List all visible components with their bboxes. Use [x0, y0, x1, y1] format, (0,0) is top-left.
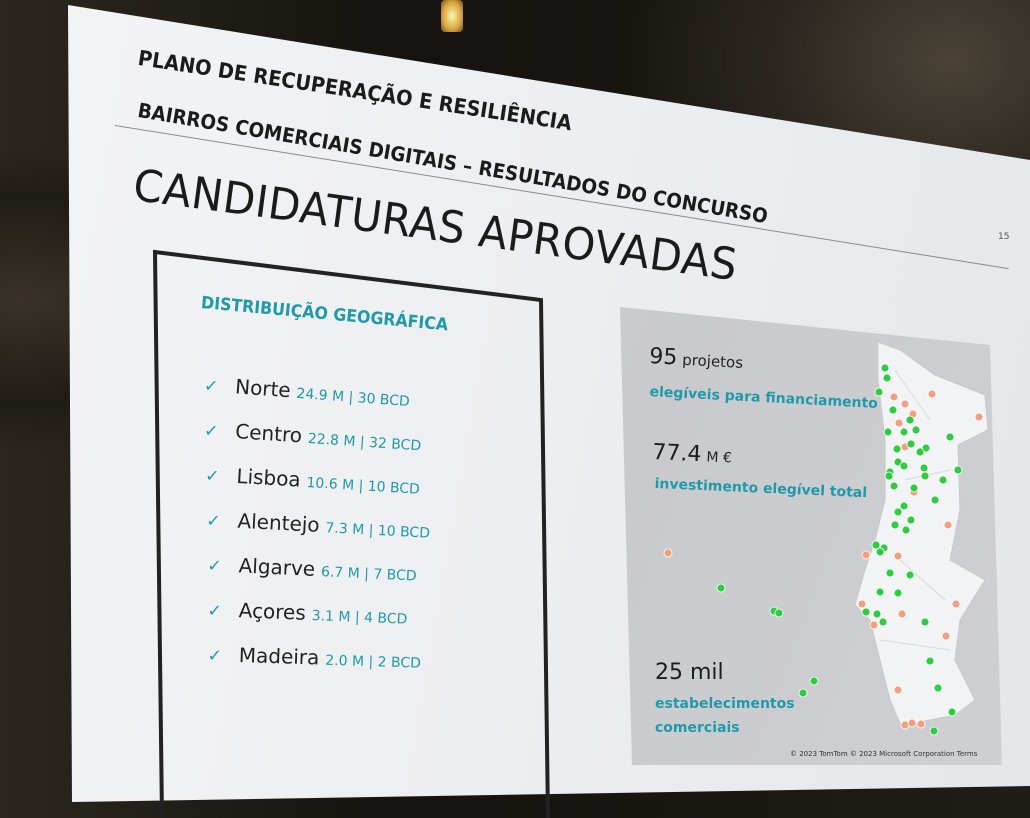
map-marker-green — [930, 495, 940, 505]
map-marker-green — [884, 471, 894, 481]
map-marker-orange — [894, 418, 904, 428]
map-marker-orange — [951, 599, 961, 609]
map-marker-orange — [907, 718, 917, 728]
map-marker-green — [861, 607, 871, 617]
establishments-number: 25 mil — [655, 660, 724, 685]
map-marker-green — [880, 363, 890, 373]
map-marker-green — [929, 726, 939, 736]
map-marker-green — [905, 415, 915, 425]
map-marker-green — [878, 617, 888, 627]
map-marker-green — [893, 588, 903, 598]
map-marker-orange — [889, 392, 899, 402]
map-marker-orange — [893, 685, 903, 695]
map-marker-orange — [941, 631, 951, 641]
map-marker-green — [901, 525, 911, 535]
ceiling-lamp — [441, 0, 463, 32]
map-marker-green — [906, 515, 916, 525]
investment-stat: 77.4 M € — [652, 440, 733, 468]
map-marker-green — [899, 501, 909, 511]
map-marker-orange — [916, 719, 926, 729]
map-marker-orange — [974, 412, 984, 422]
map-marker-orange — [900, 399, 910, 409]
page-number: 15 — [998, 232, 1010, 242]
map-marker-green — [871, 540, 881, 550]
map-marker-green — [909, 483, 919, 493]
map-marker-orange — [663, 548, 673, 558]
map-marker-green — [883, 427, 893, 437]
map-marker-green — [920, 471, 930, 481]
map-marker-green — [875, 587, 885, 597]
establishments-label-1: estabelecimentos — [655, 696, 795, 712]
map-marker-green — [809, 676, 819, 686]
map-marker-orange — [857, 599, 867, 609]
map-marker-green — [925, 656, 935, 666]
map-marker-green — [798, 688, 808, 698]
map-marker-green — [915, 447, 925, 457]
map-marker-green — [920, 617, 930, 627]
map-marker-green — [947, 707, 957, 717]
map-marker-green — [945, 432, 955, 442]
map-marker-green — [933, 683, 943, 693]
map-marker-orange — [893, 551, 903, 561]
map-marker-orange — [869, 620, 879, 630]
map-marker-green — [882, 373, 892, 383]
map-marker-green — [893, 457, 903, 467]
map-marker-green — [899, 427, 909, 437]
map-marker-green — [893, 507, 903, 517]
map-marker-green — [919, 463, 929, 473]
map-marker-orange — [943, 520, 953, 530]
map-marker-green — [906, 439, 916, 449]
map-marker-orange — [927, 389, 937, 399]
map-marker-green — [716, 583, 726, 593]
map-marker-green — [874, 387, 884, 397]
map-marker-green — [885, 568, 895, 578]
map-marker-green — [890, 520, 900, 530]
map-marker-green — [953, 465, 963, 475]
map-marker-green — [911, 425, 921, 435]
investment-unit: M € — [706, 449, 733, 467]
map-marker-green — [921, 443, 931, 453]
map-marker-green — [872, 609, 882, 619]
establishments-label-2: comerciais — [655, 720, 740, 736]
map-marker-green — [938, 475, 948, 485]
map-marker-green — [875, 547, 885, 557]
map-copyright: © 2023 TomTom © 2023 Microsoft Corporati… — [790, 750, 978, 758]
map-marker-orange — [897, 609, 907, 619]
map-marker-green — [899, 461, 909, 471]
map-marker-green — [888, 405, 898, 415]
map-marker-green — [892, 444, 902, 454]
map-marker-green — [774, 608, 784, 618]
map-marker-green — [889, 481, 899, 491]
projects-stat: 95 projetos — [649, 344, 744, 374]
map-marker-green — [905, 570, 915, 580]
projects-number: 95 — [648, 344, 678, 371]
investment-number: 77.4 — [651, 440, 702, 468]
projects-unit: projetos — [681, 350, 744, 372]
map-marker-orange — [861, 550, 871, 560]
